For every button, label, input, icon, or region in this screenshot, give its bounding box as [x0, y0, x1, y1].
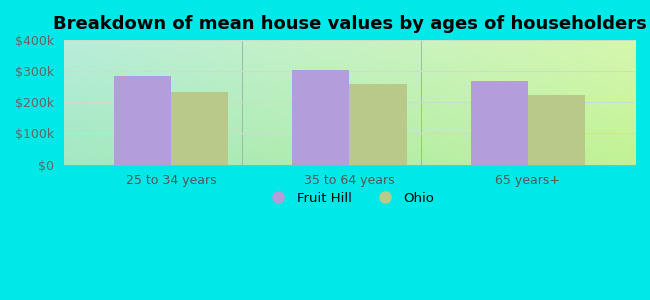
Bar: [350, 84, 406, 165]
Bar: [114, 76, 171, 165]
Bar: [528, 95, 585, 165]
Bar: [471, 81, 528, 165]
Title: Breakdown of mean house values by ages of householders: Breakdown of mean house values by ages o…: [53, 15, 646, 33]
Legend: Fruit Hill, Ohio: Fruit Hill, Ohio: [260, 187, 439, 210]
Bar: [292, 70, 350, 165]
Bar: [171, 92, 228, 165]
